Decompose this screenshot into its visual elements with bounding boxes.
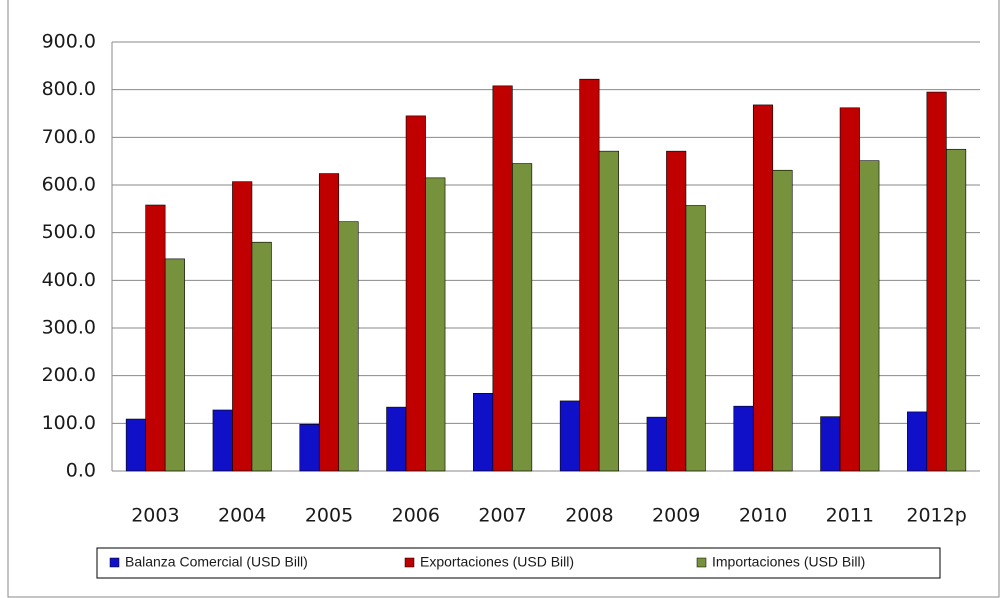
bar <box>318 173 340 472</box>
bar <box>232 181 253 472</box>
y-tick-label: 300.0 <box>42 317 96 339</box>
bar <box>559 400 580 472</box>
bar <box>425 177 446 472</box>
bar <box>598 150 619 472</box>
bar <box>512 163 533 472</box>
y-tick-label: 500.0 <box>42 221 96 243</box>
x-tick-label: 2003 <box>131 505 179 527</box>
bar <box>946 148 967 472</box>
legend-swatch <box>404 557 415 568</box>
bar <box>125 418 146 472</box>
x-tick-label: 2006 <box>392 505 440 527</box>
x-tick-label: 2005 <box>305 505 353 527</box>
bar <box>492 85 513 472</box>
bar <box>685 205 706 472</box>
legend-swatch <box>696 557 707 568</box>
x-tick-label: 2011 <box>826 505 874 527</box>
bar <box>907 411 928 472</box>
bar <box>299 423 320 472</box>
x-tick-label: 2008 <box>565 505 613 527</box>
x-tick-label: 2010 <box>739 505 787 527</box>
bar <box>859 160 880 472</box>
bar <box>212 409 233 472</box>
x-tick-label: 2012p <box>906 505 966 527</box>
bar <box>772 169 793 472</box>
legend-box <box>96 547 941 579</box>
bar <box>164 258 185 472</box>
bar <box>473 393 494 472</box>
y-tick-label: 400.0 <box>42 269 96 291</box>
y-tick-label: 600.0 <box>42 174 96 196</box>
x-tick-label: 2004 <box>218 505 266 527</box>
legend-swatch <box>109 557 120 568</box>
bar <box>926 91 947 472</box>
legend-label: Balanza Comercial (USD Bill) <box>125 554 308 570</box>
x-tick-label: 2009 <box>652 505 700 527</box>
bar <box>386 406 407 472</box>
bar <box>646 416 667 472</box>
bar <box>820 416 841 472</box>
bar <box>579 78 600 472</box>
y-tick-label: 100.0 <box>42 412 96 434</box>
bar <box>733 405 754 472</box>
y-tick-label: 900.0 <box>42 31 96 53</box>
bar <box>666 150 687 472</box>
x-tick-label: 2007 <box>478 505 526 527</box>
bar <box>752 104 774 472</box>
y-tick-label: 200.0 <box>42 364 96 386</box>
y-tick-label: 800.0 <box>42 78 96 100</box>
bar <box>839 107 860 472</box>
y-tick-label: 700.0 <box>42 126 96 148</box>
bar <box>405 115 426 472</box>
legend-label: Importaciones (USD Bill) <box>712 554 865 570</box>
y-tick-label: 0.0 <box>66 460 96 482</box>
bar <box>251 241 272 472</box>
bar <box>145 204 166 472</box>
bar <box>338 221 359 472</box>
legend-label: Exportaciones (USD Bill) <box>420 554 574 570</box>
